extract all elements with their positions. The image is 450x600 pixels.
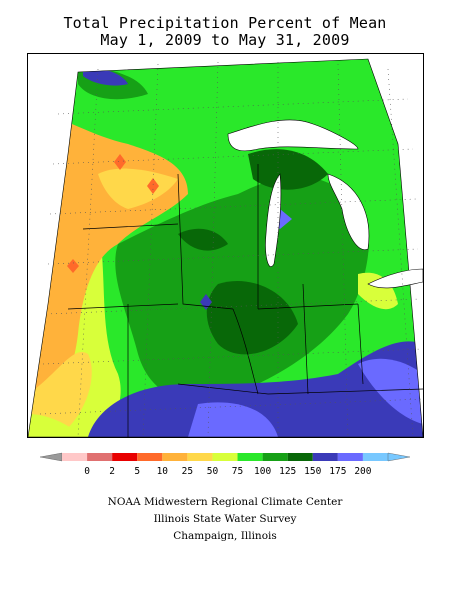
legend-swatch-7 xyxy=(237,453,263,461)
region-75-100-southwest xyxy=(28,414,83,437)
legend-tick-labels: 0 2 5 10 25 50 75 100 125 150 175 200 xyxy=(84,466,372,477)
spot-10-25-c xyxy=(67,259,79,273)
legend-tick-50: 50 xyxy=(207,466,219,477)
region-175-200-north xyxy=(83,68,128,86)
latlon-grid xyxy=(39,61,423,437)
credit-line-2: Illinois State Water Survey xyxy=(153,513,297,525)
legend-tick-200: 200 xyxy=(354,466,371,477)
region-50-75-southwest xyxy=(28,352,92,437)
legend-swatch-2 xyxy=(112,453,138,461)
map-title: Total Precipitation Percent of Mean xyxy=(63,14,387,32)
map-subtitle: May 1, 2009 to May 31, 2009 xyxy=(100,31,350,49)
state-boundaries xyxy=(67,164,423,437)
legend-swatch-1 xyxy=(87,453,113,461)
legend-tick-25: 25 xyxy=(182,466,193,477)
legend-swatch-11 xyxy=(337,453,363,461)
legend-swatch-5 xyxy=(187,453,213,461)
region-150-175-b xyxy=(206,280,298,355)
region-outline xyxy=(28,58,423,437)
legend-swatch-10 xyxy=(312,453,338,461)
legend-tick-75: 75 xyxy=(232,466,243,477)
legend-tick-100: 100 xyxy=(254,466,271,477)
legend-swatch-3 xyxy=(137,453,163,461)
credit-line-3: Champaign, Illinois xyxy=(173,530,277,542)
legend-tick-2: 2 xyxy=(109,466,115,477)
legend-above-arrow xyxy=(387,452,410,462)
legend-below-arrow xyxy=(40,452,63,462)
lake-huron xyxy=(327,173,370,251)
legend-tick-0: 0 xyxy=(84,466,90,477)
spot-10-25-a xyxy=(114,154,126,170)
legend-tick-150: 150 xyxy=(304,466,321,477)
region-150-175-c xyxy=(248,149,328,190)
map-canvas xyxy=(28,58,423,437)
legend-swatch-8 xyxy=(262,453,288,461)
legend-swatch-9 xyxy=(287,453,313,461)
credit-line-1: NOAA Midwestern Regional Climate Center xyxy=(107,496,343,508)
spot-10-25-b xyxy=(147,178,159,194)
precipitation-map xyxy=(27,53,424,438)
lake-erie xyxy=(367,268,423,289)
legend-tick-10: 10 xyxy=(157,466,169,477)
legend-tick-175: 175 xyxy=(329,466,346,477)
region-175-200-south xyxy=(88,341,423,437)
legend-color-boxes xyxy=(62,453,388,461)
lake-superior xyxy=(227,119,359,152)
region-50-75-north xyxy=(98,168,178,209)
legend-swatch-6 xyxy=(212,453,238,461)
lake-michigan xyxy=(265,173,282,267)
legend-tick-5: 5 xyxy=(134,466,140,477)
legend-swatch-12 xyxy=(362,453,388,461)
region-150-175-a xyxy=(178,228,228,251)
legend-swatch-0 xyxy=(62,453,88,461)
region-200-plus-south xyxy=(188,402,278,437)
region-200-plus-southeast xyxy=(358,358,423,424)
color-legend: 0 2 5 10 25 50 75 100 125 150 175 200 xyxy=(40,452,410,477)
legend-tick-125: 125 xyxy=(279,466,296,477)
legend-swatch-4 xyxy=(162,453,188,461)
